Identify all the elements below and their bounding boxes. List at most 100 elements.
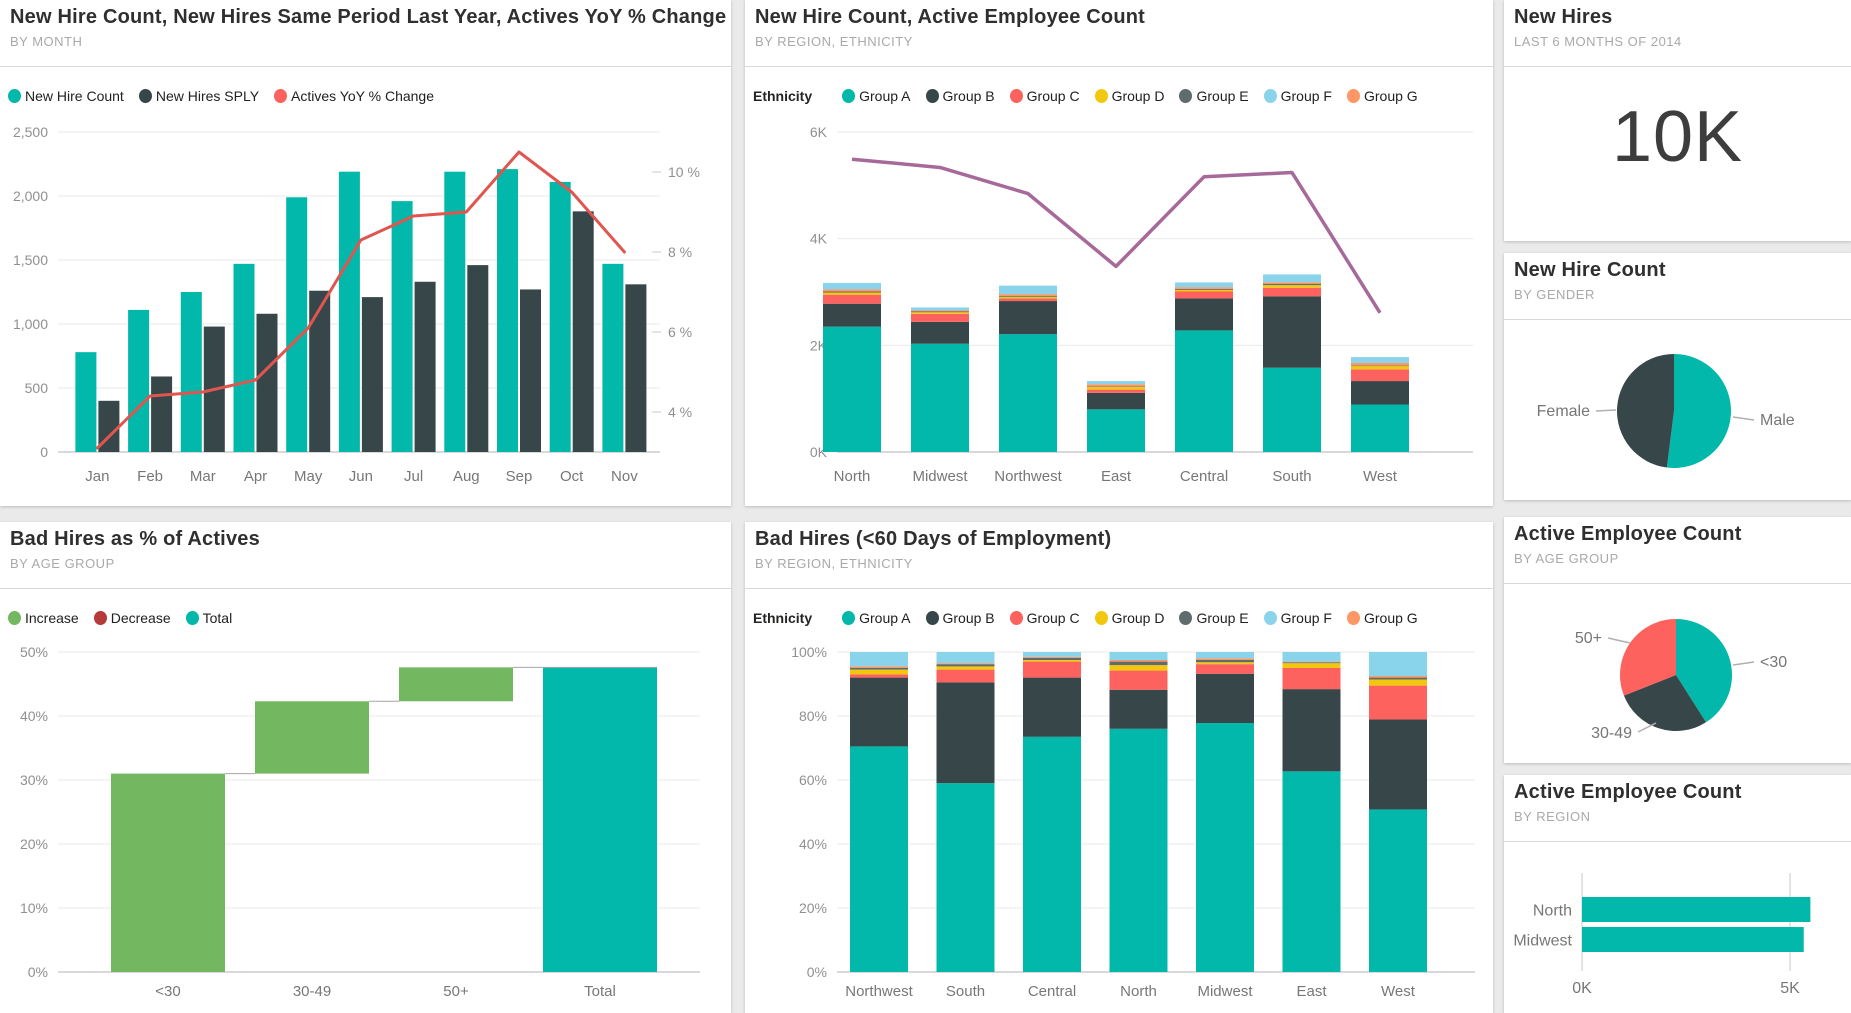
segment-group-f-west[interactable]: [1351, 357, 1409, 363]
segment-group-f-south[interactable]: [1263, 274, 1321, 283]
segment-group-f-midwest[interactable]: [911, 307, 969, 311]
segment-group-b-south[interactable]: [936, 682, 995, 784]
pie-slice-30-49[interactable]: [1623, 675, 1707, 731]
legend-item-group-g[interactable]: Group G: [1346, 610, 1418, 626]
segment-group-a-midwest[interactable]: [1196, 723, 1254, 972]
segment-group-e-midwest[interactable]: [911, 311, 969, 313]
segment-group-b-midwest[interactable]: [911, 321, 969, 344]
segment-group-b-northwest[interactable]: [850, 677, 908, 747]
bar-new-hires-sply-apr[interactable]: [256, 313, 278, 452]
segment-group-e-north[interactable]: [1109, 661, 1168, 666]
segment-group-b-central[interactable]: [1023, 677, 1081, 737]
segment-group-e-central[interactable]: [1023, 657, 1081, 660]
segment-group-c-south[interactable]: [1263, 287, 1321, 297]
legend-item-decrease[interactable]: Decrease: [93, 610, 171, 626]
segment-group-f-central[interactable]: [1023, 652, 1081, 657]
legend-item-group-c[interactable]: Group C: [1009, 88, 1080, 104]
segment-group-a-central[interactable]: [1175, 330, 1233, 452]
waterfall-bar-30-49[interactable]: [255, 701, 369, 774]
bar-new-hires-sply-jan[interactable]: [98, 400, 120, 452]
waterfall-bar-total[interactable]: [543, 667, 657, 972]
bar-new-hire-count-may[interactable]: [286, 197, 308, 452]
legend-item-group-a[interactable]: Group A: [842, 88, 911, 104]
segment-group-e-east[interactable]: [1282, 662, 1341, 664]
pie-slice-male[interactable]: [1666, 354, 1731, 468]
segment-group-a-northwest[interactable]: [850, 746, 908, 972]
bar-new-hire-count-jan[interactable]: [75, 352, 97, 452]
bar-new-hires-sply-may[interactable]: [309, 290, 331, 452]
legend-item-new-hire-count[interactable]: New Hire Count: [8, 88, 124, 104]
segment-group-e-northwest[interactable]: [999, 295, 1057, 297]
bar-new-hire-count-nov[interactable]: [602, 263, 624, 452]
segment-group-b-south[interactable]: [1263, 296, 1321, 368]
segment-group-g-south[interactable]: [1263, 282, 1321, 284]
segment-group-a-east[interactable]: [1282, 771, 1341, 972]
segment-group-a-south[interactable]: [1263, 367, 1321, 452]
segment-group-g-east[interactable]: [1282, 661, 1341, 663]
bar-new-hire-count-oct[interactable]: [549, 181, 571, 453]
segment-group-e-east[interactable]: [1087, 386, 1145, 387]
segment-group-d-midwest[interactable]: [1196, 662, 1254, 665]
segment-group-g-west[interactable]: [1369, 676, 1427, 678]
segment-group-e-central[interactable]: [1175, 288, 1233, 290]
segment-group-d-northwest[interactable]: [999, 296, 1057, 299]
segment-group-g-north[interactable]: [1109, 660, 1168, 662]
segment-group-f-west[interactable]: [1369, 652, 1427, 676]
legend-item-new-hires-sply[interactable]: New Hires SPLY: [138, 88, 259, 104]
segment-group-d-east[interactable]: [1282, 663, 1341, 668]
segment-group-b-west[interactable]: [1369, 719, 1427, 810]
segment-group-g-northwest[interactable]: [999, 294, 1057, 296]
segment-group-g-central[interactable]: [1023, 656, 1081, 658]
segment-group-c-northwest[interactable]: [850, 674, 908, 678]
segment-group-a-central[interactable]: [1023, 736, 1081, 972]
bar-north[interactable]: [1582, 897, 1811, 922]
segment-group-f-central[interactable]: [1175, 282, 1233, 288]
segment-group-e-west[interactable]: [1351, 365, 1409, 367]
bar-new-hires-sply-aug[interactable]: [467, 265, 489, 452]
segment-group-c-northwest[interactable]: [999, 298, 1057, 302]
segment-group-f-east[interactable]: [1282, 652, 1341, 662]
pie-slice--30[interactable]: [1676, 619, 1732, 723]
segment-group-g-northwest[interactable]: [850, 666, 908, 668]
segment-group-a-west[interactable]: [1351, 404, 1409, 452]
bar-new-hire-count-feb[interactable]: [128, 309, 150, 452]
segment-group-g-south[interactable]: [936, 663, 995, 665]
bar-new-hires-sply-jun[interactable]: [361, 297, 383, 452]
segment-group-c-north[interactable]: [823, 294, 881, 304]
bar-new-hires-sply-nov[interactable]: [625, 284, 647, 452]
segment-group-g-east[interactable]: [1087, 384, 1145, 387]
segment-group-f-midwest[interactable]: [1196, 652, 1254, 659]
segment-group-b-east[interactable]: [1282, 689, 1341, 772]
legend-item-group-g[interactable]: Group G: [1346, 88, 1418, 104]
segment-group-e-south[interactable]: [1263, 284, 1321, 286]
segment-group-c-south[interactable]: [936, 669, 995, 683]
segment-group-e-northwest[interactable]: [850, 668, 908, 670]
segment-group-d-central[interactable]: [1175, 289, 1233, 292]
pie-slice-female[interactable]: [1617, 354, 1674, 468]
segment-group-e-north[interactable]: [823, 291, 881, 293]
segment-group-b-north[interactable]: [1109, 689, 1168, 729]
segment-group-d-east[interactable]: [1087, 386, 1145, 390]
segment-group-a-south[interactable]: [936, 783, 995, 972]
legend-item-group-f[interactable]: Group F: [1263, 610, 1332, 626]
segment-group-a-north[interactable]: [823, 326, 881, 452]
segment-group-f-northwest[interactable]: [850, 652, 908, 667]
bar-new-hires-sply-oct[interactable]: [572, 211, 594, 452]
segment-group-c-north[interactable]: [1109, 670, 1168, 690]
bar-new-hires-sply-feb[interactable]: [151, 376, 173, 452]
legend-item-group-b[interactable]: Group B: [925, 610, 995, 626]
segment-group-b-west[interactable]: [1351, 381, 1409, 405]
bar-new-hire-count-jun[interactable]: [338, 171, 360, 452]
segment-group-a-north[interactable]: [1109, 728, 1168, 972]
segment-group-c-east[interactable]: [1282, 668, 1341, 690]
segment-group-d-north[interactable]: [823, 292, 881, 295]
bar-new-hire-count-sep[interactable]: [497, 169, 518, 452]
segment-group-f-north[interactable]: [823, 282, 881, 290]
segment-group-d-north[interactable]: [1109, 665, 1168, 671]
segment-group-f-east[interactable]: [1087, 381, 1145, 385]
segment-group-g-north[interactable]: [823, 289, 881, 292]
legend-item-actives-yoy-change[interactable]: Actives YoY % Change: [274, 88, 434, 104]
segment-group-g-midwest[interactable]: [911, 310, 969, 312]
segment-group-b-northwest[interactable]: [999, 301, 1057, 335]
segment-group-b-north[interactable]: [823, 303, 881, 327]
